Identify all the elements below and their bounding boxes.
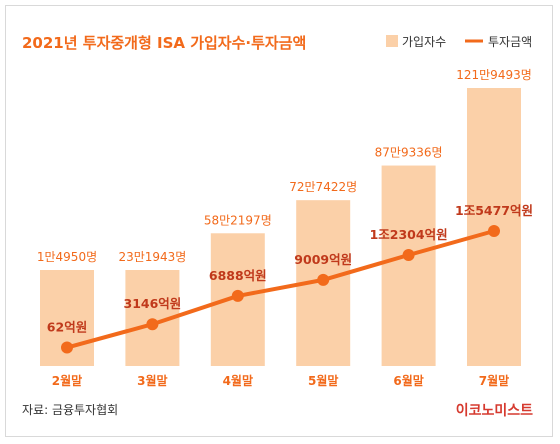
bar-label-1: 1만4950명 <box>37 250 97 264</box>
bar-label-3: 58만2197명 <box>204 213 272 227</box>
legend-label-investment: 투자금액 <box>488 35 532 49</box>
category-label-5: 6월말 <box>393 373 423 388</box>
investment-line <box>66 229 495 350</box>
bar-5 <box>381 165 436 366</box>
investment-point-1 <box>61 341 73 354</box>
investment-label-5: 1조2304억원 <box>370 227 448 242</box>
investment-point-3 <box>231 289 244 302</box>
chart-frame <box>5 5 553 437</box>
bar-label-4: 72만7422명 <box>289 180 357 194</box>
bar-label-6: 121만9493명 <box>456 68 532 82</box>
investment-label-4: 9009억원 <box>294 252 352 267</box>
source-note: 자료: 금융투자협회 <box>22 403 118 417</box>
category-label-6: 7월말 <box>479 373 509 388</box>
investment-point-6 <box>488 225 500 237</box>
investment-label-3: 6888억원 <box>209 268 267 283</box>
category-label-3: 4월말 <box>223 373 253 388</box>
investment-point-2 <box>146 318 159 331</box>
bar-label-5: 87만9336명 <box>375 146 443 160</box>
chart-title: 2021년 투자중개형 ISA 가입자수·투자금액 <box>22 34 306 52</box>
investment-label-6: 1조5477억원 <box>455 203 533 218</box>
bar-label-2: 23만1943명 <box>118 250 186 264</box>
brand-logo: 이코노미스트 <box>456 402 533 419</box>
category-label-4: 5월말 <box>308 373 338 388</box>
legend-label-subscribers: 가입자수 <box>402 35 446 49</box>
category-label-2: 3월말 <box>137 373 167 388</box>
investment-point-5 <box>402 248 415 261</box>
investment-point-4 <box>317 273 330 286</box>
investment-label-2: 3146억원 <box>124 296 182 311</box>
investment-label-1: 62억원 <box>47 320 87 335</box>
category-label-1: 2월말 <box>52 373 82 388</box>
legend-swatch-subscribers <box>386 35 398 47</box>
